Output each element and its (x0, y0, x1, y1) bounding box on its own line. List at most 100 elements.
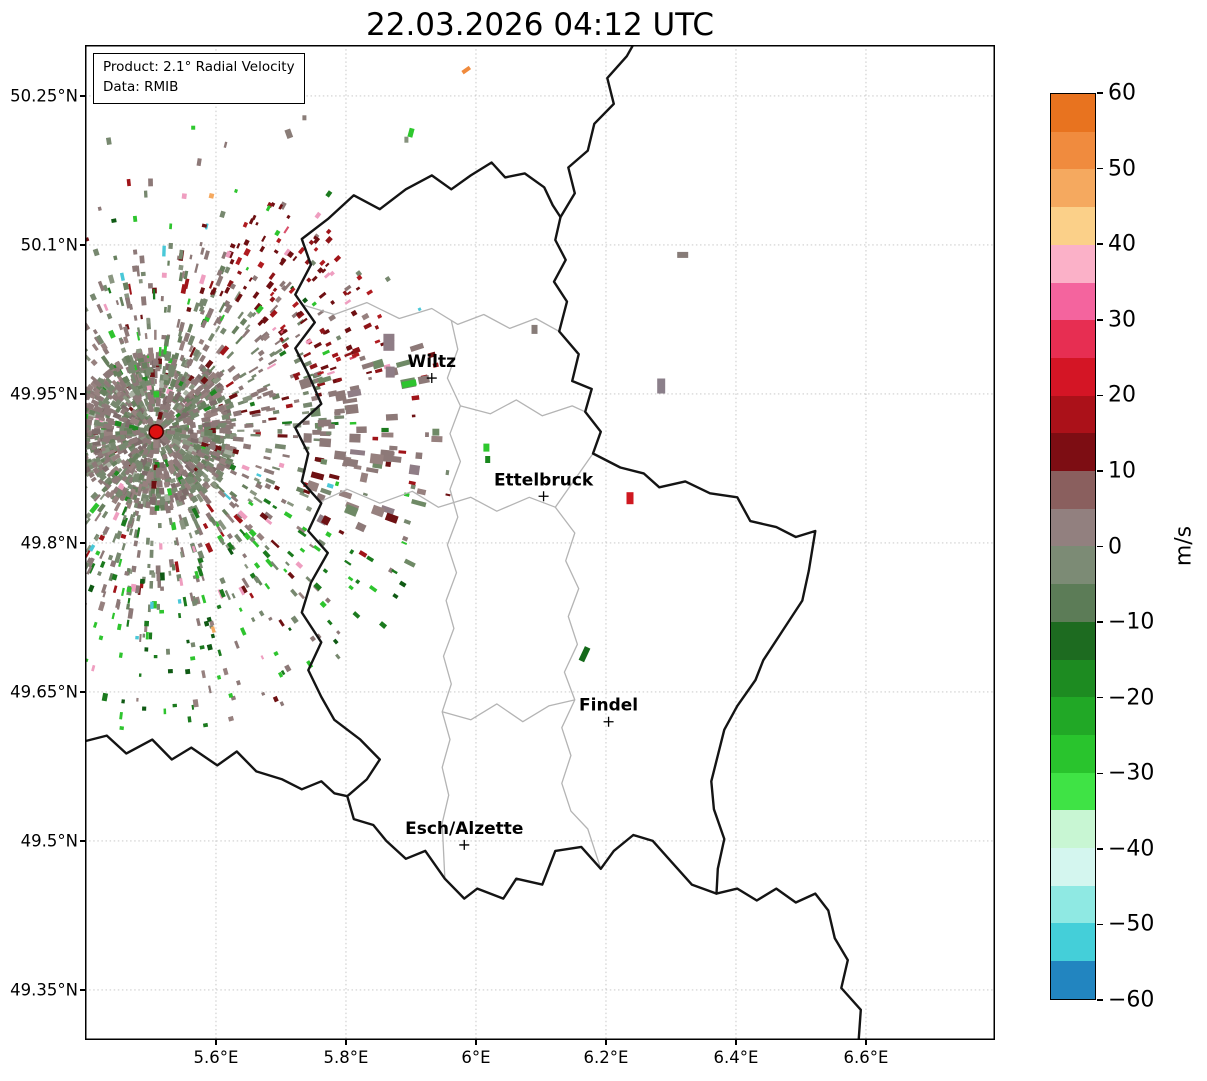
echo-bin (249, 592, 255, 599)
echo-bin (146, 417, 154, 427)
echo-bin (99, 493, 106, 501)
echo-bin (280, 669, 286, 676)
echo-bin (186, 306, 192, 313)
echo-bin (191, 125, 196, 130)
echo-bin (210, 407, 219, 414)
echo-bin (195, 443, 203, 450)
echo-bin (138, 400, 145, 408)
echo-bin (145, 475, 152, 484)
colorbar-tick-label: 60 (1108, 80, 1136, 106)
echo-bin (89, 293, 97, 302)
echo-bin (169, 223, 173, 230)
y-tick-label: 49.8°N (20, 533, 78, 553)
echo-bin (311, 275, 318, 282)
echo-bin (263, 455, 271, 461)
echo-bin (187, 445, 195, 453)
echo-bin (325, 236, 333, 244)
echo-bin (114, 360, 123, 371)
echo-bin (97, 280, 105, 292)
echo-bin (234, 533, 243, 543)
echo-bin (260, 655, 265, 660)
colorbar-band (1051, 282, 1095, 321)
echo-bin (153, 439, 159, 449)
echo-bin (369, 453, 384, 465)
echo-bin (407, 127, 415, 138)
echo-bin (244, 524, 252, 532)
echo-bin (349, 433, 361, 443)
echo-bin (91, 461, 99, 469)
echo-bin (130, 374, 137, 384)
echo-bin (290, 615, 299, 624)
echo-bin (445, 493, 451, 497)
echo-bin (150, 540, 154, 547)
echo-bin (222, 427, 231, 434)
echo-bin (219, 537, 226, 546)
echo-bin (411, 414, 416, 418)
echo-bin (88, 393, 96, 400)
echo-bin (178, 612, 182, 619)
echo-bin (162, 387, 166, 393)
echo-bin (325, 341, 332, 347)
data-source-label: Data: RMIB (103, 79, 179, 96)
echo-bin (148, 347, 154, 357)
echo-bin (278, 619, 285, 627)
echo-bin (347, 576, 354, 582)
echo-bin (626, 492, 634, 505)
echo-bin (323, 272, 331, 279)
echo-bin (174, 481, 182, 488)
echo-bin (199, 274, 206, 285)
echo-bin (182, 596, 188, 607)
echo-bin (265, 205, 272, 212)
echo-bin (188, 532, 193, 539)
echo-bin (309, 259, 317, 266)
echo-bin (391, 569, 398, 575)
echo-bin (171, 438, 181, 446)
echo-bin (251, 274, 259, 282)
echo-bin (362, 492, 368, 497)
echo-bin (165, 507, 171, 514)
colorbar-band (1051, 621, 1095, 660)
echo-bin (227, 365, 236, 373)
echo-bin (197, 557, 204, 564)
echo-bin (106, 469, 116, 478)
echo-bin (131, 452, 140, 462)
echo-bin (278, 462, 285, 469)
y-tick-mark (80, 989, 85, 991)
echo-bin (199, 645, 205, 650)
map-plot: Wiltz Ettelbruck Findel Esch/Alzette (85, 45, 995, 1040)
echo-bin (279, 701, 285, 707)
echo-bin (252, 540, 260, 548)
echo-bin (255, 464, 262, 470)
echo-bin (120, 516, 129, 527)
internal-border (554, 506, 602, 870)
echo-bin (86, 383, 95, 392)
echo-bin (172, 403, 180, 411)
echo-bin (85, 443, 93, 450)
echo-bin (271, 326, 277, 332)
echo-bin (127, 597, 131, 604)
echo-bin (328, 423, 335, 429)
x-tick-mark (345, 1040, 347, 1045)
echo-bin (334, 390, 347, 402)
echo-bin (164, 438, 171, 446)
echo-bin (103, 303, 109, 312)
echo-bin (202, 722, 209, 728)
echo-bin (347, 388, 362, 398)
echo-bin (283, 226, 290, 234)
echo-bin (270, 560, 279, 571)
echo-bin (201, 670, 206, 679)
echo-bin (205, 307, 215, 319)
echo-bin (190, 642, 196, 648)
echo-bin (187, 323, 194, 333)
echo-bin (148, 178, 153, 187)
echo-bin (157, 358, 163, 365)
echo-bin (272, 409, 280, 415)
echo-bin (578, 646, 591, 663)
echo-bin (234, 640, 240, 649)
echo-bin (102, 403, 109, 410)
echo-bin (235, 293, 243, 303)
echo-bin (238, 385, 244, 391)
echo-bin (248, 528, 257, 538)
echo-bin (157, 411, 164, 420)
x-tick-mark (865, 1040, 867, 1045)
